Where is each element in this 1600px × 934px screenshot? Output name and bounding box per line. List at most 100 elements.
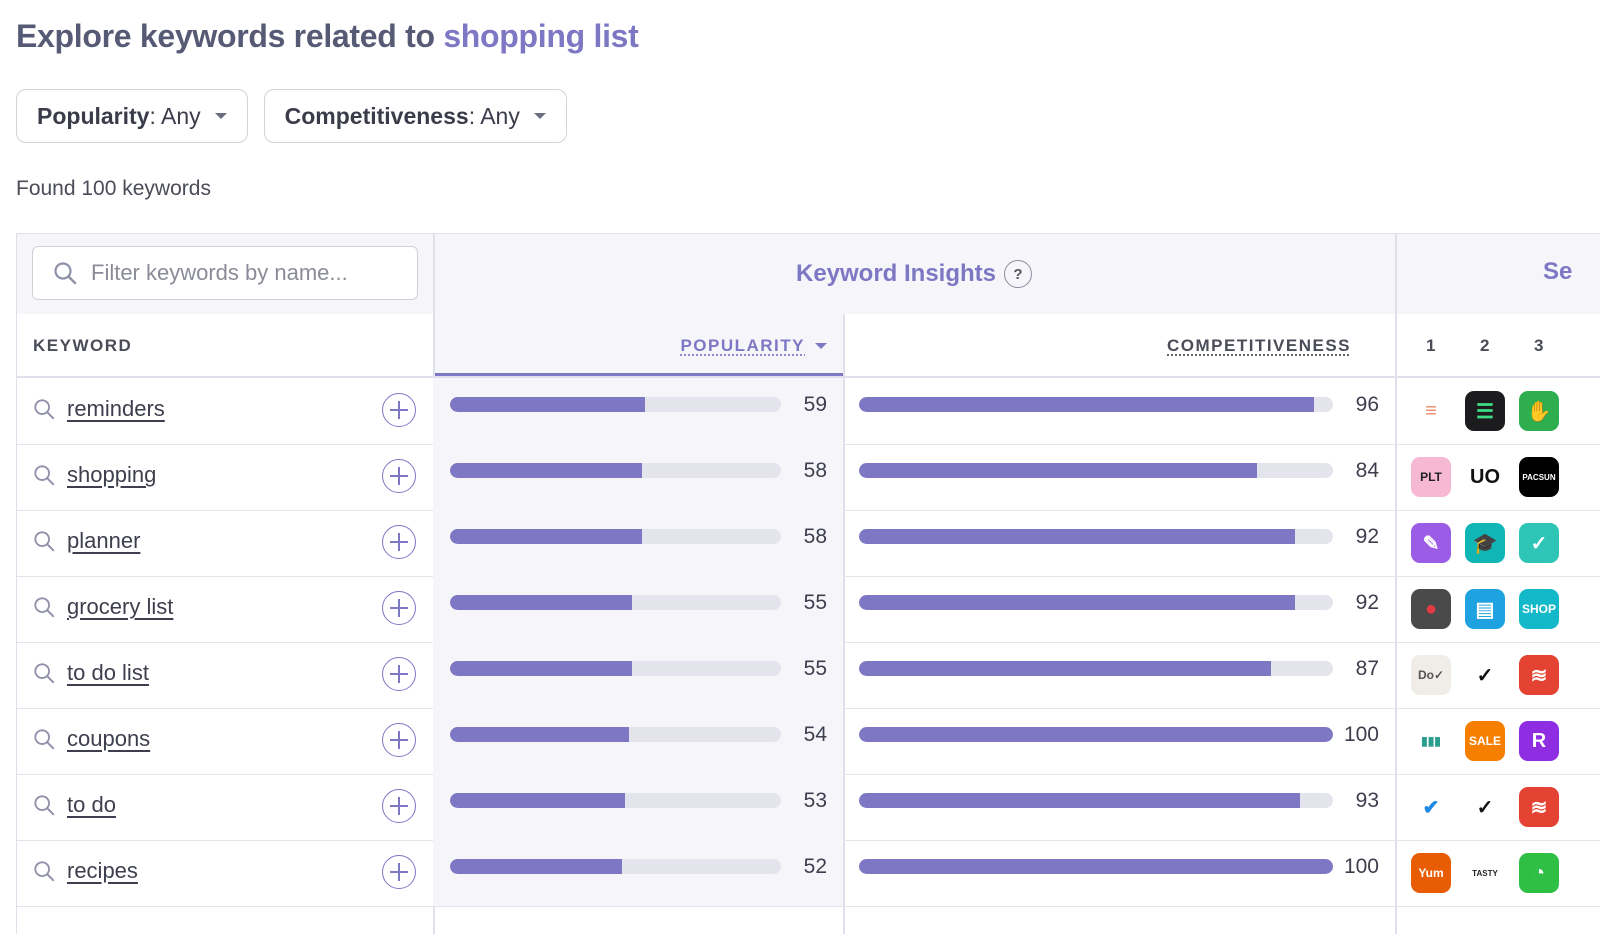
competitiveness-column-header[interactable]: COMPETITIVENESS [1167, 336, 1351, 356]
popularity-bar [450, 661, 781, 676]
table-row: to do list 55 87 Do✓ ✓ ≋ [17, 642, 1600, 709]
competitiveness-bar [859, 793, 1333, 808]
competitiveness-value: 100 [1329, 855, 1379, 879]
todoist-app-icon[interactable]: ≋ [1519, 655, 1559, 695]
pacsun-app-icon[interactable]: PACSUN [1519, 457, 1559, 497]
search-icon [53, 261, 77, 285]
filter-label: Competitiveness [285, 103, 469, 130]
list-app-icon[interactable]: ☰ [1465, 391, 1505, 431]
competitiveness-bar-fill [859, 397, 1314, 412]
search-icon[interactable] [33, 728, 55, 755]
graduation-app-icon[interactable]: 🎓 [1465, 523, 1505, 563]
table-row: planner 58 92 ✎ 🎓 ✓ [17, 510, 1600, 577]
search-icon[interactable] [33, 662, 55, 689]
filter-value: : Any [469, 103, 520, 130]
multi-app-icon[interactable]: ✓ [1519, 523, 1559, 563]
popularity-bar [450, 595, 781, 610]
flyers-app-icon[interactable]: ▮▮▮ [1411, 721, 1451, 761]
popularity-filter-dropdown[interactable]: Popularity: Any [16, 89, 248, 143]
add-keyword-button[interactable] [382, 657, 416, 691]
blue-check-app-icon[interactable]: ✔ [1411, 787, 1451, 827]
competitiveness-value: 92 [1329, 525, 1379, 549]
lime-app-icon[interactable]: ◔ [1519, 853, 1559, 893]
add-keyword-button[interactable] [382, 393, 416, 427]
shop-app-icon[interactable]: SHOP [1519, 589, 1559, 629]
popularity-bar-fill [450, 793, 625, 808]
apple-app-icon[interactable]: ● [1411, 589, 1451, 629]
popularity-value: 54 [777, 723, 827, 747]
r-app-icon[interactable]: R [1519, 721, 1559, 761]
competitiveness-bar-fill [859, 595, 1295, 610]
popularity-bar-fill [450, 727, 629, 742]
competitiveness-value: 96 [1329, 393, 1379, 417]
help-icon[interactable]: ? [1004, 260, 1032, 288]
keyword-link[interactable]: coupons [67, 726, 150, 752]
notes-app-icon[interactable]: ▤ [1465, 589, 1505, 629]
competitiveness-bar [859, 727, 1333, 742]
search-icon[interactable] [33, 530, 55, 557]
popularity-bar [450, 397, 781, 412]
keyword-link[interactable]: recipes [67, 858, 138, 884]
todoist-app-icon[interactable]: ≋ [1519, 787, 1559, 827]
popularity-value: 52 [777, 855, 827, 879]
keyword-link[interactable]: grocery list [67, 594, 173, 620]
chevron-down-icon [534, 113, 546, 119]
search-icon[interactable] [33, 794, 55, 821]
search-icon[interactable] [33, 398, 55, 425]
add-keyword-button[interactable] [382, 459, 416, 493]
search-icon[interactable] [33, 860, 55, 887]
reminders-app-icon[interactable]: ≡ [1411, 391, 1451, 431]
search-icon[interactable] [33, 596, 55, 623]
add-keyword-button[interactable] [382, 723, 416, 757]
check-app-icon[interactable]: ✓ [1465, 655, 1505, 695]
keyword-link[interactable]: shopping [67, 462, 156, 488]
tasty-app-icon[interactable]: TASTY [1465, 853, 1505, 893]
competitiveness-bar-fill [859, 727, 1333, 742]
search-engine-header: Se [1543, 258, 1572, 286]
title-query[interactable]: shopping list [443, 18, 638, 54]
popularity-value: 58 [777, 525, 827, 549]
competitiveness-value: 100 [1329, 723, 1379, 747]
check-app-icon[interactable]: ✓ [1465, 787, 1505, 827]
sort-desc-icon [815, 343, 827, 349]
popularity-header-label: POPULARITY [680, 336, 805, 356]
add-keyword-button[interactable] [382, 525, 416, 559]
keyword-link[interactable]: to do list [67, 660, 149, 686]
keyword-link[interactable]: reminders [67, 396, 165, 422]
title-prefix: Explore keywords related to [16, 18, 443, 54]
popularity-column-header[interactable]: POPULARITY [680, 336, 843, 356]
competitiveness-bar [859, 595, 1333, 610]
competitiveness-bar [859, 397, 1333, 412]
add-keyword-button[interactable] [382, 855, 416, 889]
table-row: reminders 59 96 ≡ ☰ ✋ [17, 378, 1600, 445]
search-icon[interactable] [33, 464, 55, 491]
competitiveness-bar-fill [859, 529, 1295, 544]
add-keyword-button[interactable] [382, 789, 416, 823]
table-row: to do 53 93 ✔ ✓ ≋ [17, 774, 1600, 841]
popularity-column-cell: POPULARITY [433, 314, 843, 376]
keywords-table: Keyword Insights ? Se KEYWORD POPULARITY… [16, 233, 1600, 934]
competitiveness-filter-dropdown[interactable]: Competitiveness: Any [264, 89, 567, 143]
popularity-bar-fill [450, 859, 622, 874]
filter-value: : Any [149, 103, 200, 130]
yum-app-icon[interactable]: Yum [1411, 853, 1451, 893]
do-app-icon[interactable]: Do✓ [1411, 655, 1451, 695]
competitiveness-value: 87 [1329, 657, 1379, 681]
sale-app-icon[interactable]: SALE [1465, 721, 1505, 761]
table-row: shopping 58 84 PLT UO PACSUN [17, 444, 1600, 511]
competitiveness-bar [859, 463, 1333, 478]
hand-app-icon[interactable]: ✋ [1519, 391, 1559, 431]
table-header-columns: KEYWORD POPULARITY COMPETITIVENESS 1 2 3 [17, 314, 1600, 378]
keyword-link[interactable]: planner [67, 528, 140, 554]
keyword-link[interactable]: to do [67, 792, 116, 818]
search-input[interactable] [89, 259, 393, 287]
plt-app-icon[interactable]: PLT [1411, 457, 1451, 497]
add-keyword-button[interactable] [382, 591, 416, 625]
uo-app-icon[interactable]: UO [1465, 457, 1505, 497]
feather-app-icon[interactable]: ✎ [1411, 523, 1451, 563]
popularity-bar [450, 463, 781, 478]
keyword-column-header: KEYWORD [33, 336, 132, 356]
popularity-bar-fill [450, 397, 645, 412]
keyword-filter-field[interactable] [32, 246, 418, 300]
table-header-top: Keyword Insights ? Se [17, 234, 1600, 315]
